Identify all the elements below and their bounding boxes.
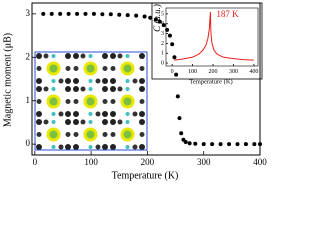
data-point — [174, 72, 179, 77]
x-tick-label: 100 — [188, 69, 197, 75]
plot-frame — [165, 7, 259, 67]
data-point — [91, 11, 96, 16]
y-tick-label: 1 — [26, 95, 31, 105]
data-point — [142, 14, 147, 19]
data-point — [177, 116, 182, 121]
chart: Temperature (K) C (a.u.) Temperature (K)… — [2, 2, 267, 181]
data-point — [125, 13, 130, 18]
x-tick-label: 0 — [33, 157, 38, 167]
data-point — [41, 11, 46, 16]
data-point — [66, 11, 71, 16]
inset-x-label: Temperature (K) — [189, 78, 232, 85]
y-tick-label: 3 — [26, 8, 31, 18]
y-tick-label: 1 — [161, 51, 164, 57]
data-point — [153, 17, 158, 22]
y-tick-label: 4 — [161, 21, 164, 27]
x-tick-label: 100 — [84, 157, 98, 167]
data-point — [252, 142, 257, 147]
data-point — [243, 142, 248, 147]
y-tick-label: 3 — [161, 31, 164, 37]
y-tick-label: 2 — [26, 51, 31, 61]
y-tick-label: 0 — [161, 60, 164, 66]
data-point — [58, 11, 63, 16]
data-point — [183, 139, 188, 144]
data-point — [201, 142, 206, 147]
plot-frame — [31, 2, 261, 156]
data-point — [193, 141, 198, 146]
annotation: 187 K — [216, 9, 239, 19]
x-tick-label: 200 — [209, 69, 218, 75]
data-point — [108, 12, 113, 17]
data-point — [187, 141, 192, 146]
data-point — [170, 42, 175, 47]
data-point — [161, 23, 166, 28]
y-tick-label: 0 — [26, 138, 31, 148]
data-point — [157, 19, 162, 24]
x-tick-label: 300 — [229, 69, 238, 75]
x-tick-label: 300 — [197, 157, 211, 167]
data-line — [174, 11, 254, 61]
x-tick-label: 0 — [171, 69, 174, 75]
data-point — [179, 131, 184, 136]
data-point — [49, 11, 54, 16]
data-point — [218, 142, 223, 147]
data-point — [227, 142, 232, 147]
data-point — [210, 142, 215, 147]
data-point — [235, 142, 240, 147]
x-tick-label: 200 — [141, 157, 155, 167]
y-axis-label: Magnetic moment (μB) — [2, 33, 13, 127]
data-point — [172, 55, 177, 60]
data-point — [175, 94, 180, 99]
data-point — [117, 12, 122, 17]
data-point — [148, 15, 153, 20]
x-axis-label: Temperature (K) — [112, 170, 179, 181]
data-point — [167, 33, 172, 38]
data-point — [134, 13, 139, 18]
x-tick-label: 400 — [249, 69, 258, 75]
x-tick-label: 400 — [253, 157, 267, 167]
y-tick-label: 2 — [161, 41, 164, 47]
structure-image — [34, 51, 148, 151]
y-tick-label: 5 — [161, 11, 164, 17]
data-point — [100, 12, 105, 17]
data-point — [258, 142, 262, 147]
data-point — [83, 11, 88, 16]
data-point — [75, 11, 80, 16]
